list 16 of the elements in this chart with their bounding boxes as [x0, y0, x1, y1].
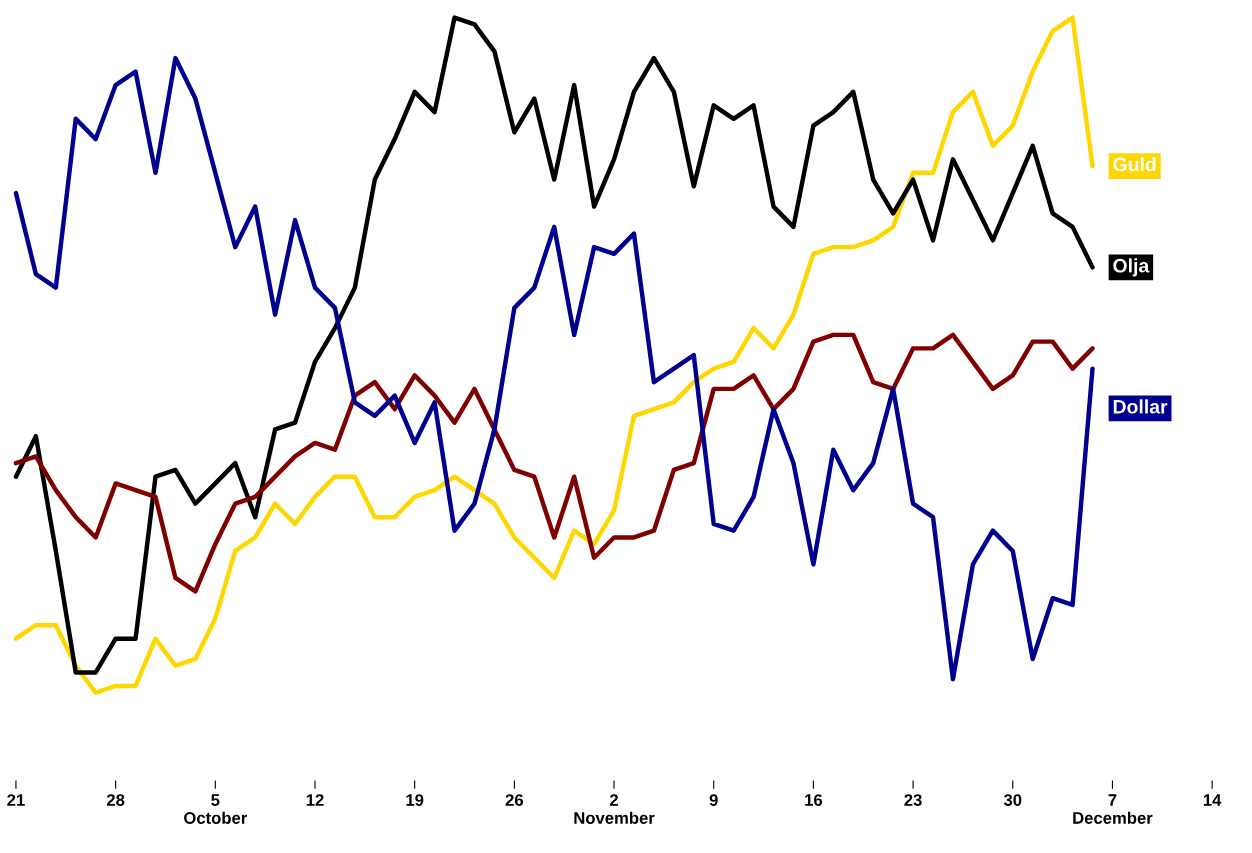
x-tick-label: 30 — [1003, 794, 1022, 806]
series-label: Guld — [1113, 157, 1156, 172]
x-tick-label: 21 — [7, 794, 25, 806]
series-label: Dollar — [1113, 399, 1168, 414]
x-tick-label: 28 — [106, 794, 125, 806]
series-label: Olja — [1113, 258, 1150, 277]
x-tick-label: 26 — [505, 794, 524, 806]
x-tick-label: 23 — [904, 794, 922, 806]
x-tick-label: 12 — [306, 794, 324, 806]
x-tick-label: 2 November — [574, 794, 655, 824]
x-tick-label: 7 December — [1073, 794, 1153, 824]
x-tick-label: 19 — [406, 794, 424, 806]
x-tick-label: 14 — [1203, 794, 1222, 806]
x-tick-label: 9 — [709, 794, 718, 806]
x-tick-label: 5 October — [184, 794, 248, 824]
x-tick-label: 16 — [805, 794, 823, 806]
